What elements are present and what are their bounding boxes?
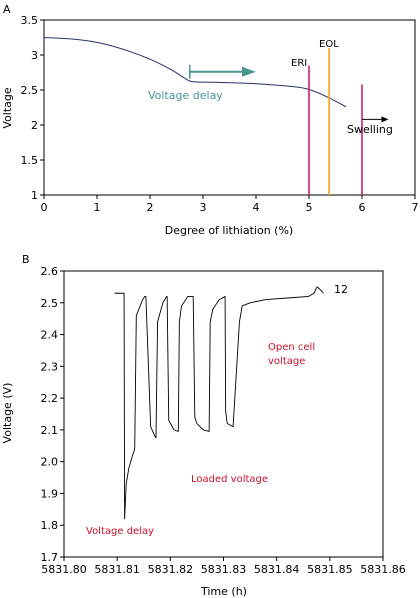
panel-label-a: A [3, 3, 11, 16]
plot-frame [43, 19, 416, 196]
x-tick-label: 5831.80 [41, 563, 87, 576]
x-tick-label: 0 [41, 201, 48, 214]
chart-a-plot [43, 37, 389, 195]
x-tick-label: 5831.82 [148, 563, 194, 576]
eol-label: EOL [319, 39, 339, 50]
voltage-trace [114, 286, 324, 520]
swelling-annotation: Swelling [347, 123, 393, 136]
chart-b-xlabel: Time (h) [200, 585, 247, 598]
swelling-arrowhead [381, 116, 389, 123]
point-label-12: 12 [334, 283, 348, 296]
y-tick-label: 1 [31, 189, 38, 202]
open-cell-voltage-annotation: Open cell voltage [268, 342, 318, 367]
y-tick-label: 2.0 [41, 456, 59, 469]
x-tick-label: 5831.84 [254, 563, 300, 576]
voltage-delay-annotation-b: Voltage delay [86, 526, 154, 537]
y-tick-label: 2.4 [41, 329, 59, 342]
y-tick-label: 1.7 [41, 551, 59, 564]
x-tick-label: 3 [200, 201, 207, 214]
loaded-voltage-annotation: Loaded voltage [191, 474, 268, 485]
x-tick-label: 5831.83 [201, 563, 247, 576]
y-tick-label: 1.5 [21, 154, 39, 167]
plot-frame [63, 270, 384, 558]
y-tick-label: 2.6 [41, 265, 59, 278]
y-tick-label: 1.8 [41, 519, 59, 532]
x-tick-label: 6 [359, 201, 366, 214]
x-tick-label: 1 [94, 201, 101, 214]
x-tick-label: 5831.86 [360, 563, 406, 576]
eri-label: ERI [291, 58, 307, 69]
x-tick-label: 5831.85 [307, 563, 353, 576]
voltage-delay-arrowhead [242, 66, 256, 77]
y-tick-label: 3 [31, 49, 38, 62]
y-tick-label: 2.1 [41, 424, 59, 437]
chart-a-xlabel: Degree of lithiation (%) [165, 224, 293, 237]
chart-b-axes: 5831.80 5831.81 5831.82 5831.83 5831.84 5831.… [41, 265, 406, 576]
panel-label-b: B [22, 253, 30, 266]
y-tick-label: 2 [31, 119, 38, 132]
y-tick-label: 2.5 [41, 297, 59, 310]
chart-a-axes: 0 1 2 3 4 5 6 711.522.533.5 [21, 14, 419, 214]
y-tick-label: 3.5 [21, 14, 39, 27]
x-tick-label: 4 [253, 201, 260, 214]
y-tick-label: 2.5 [21, 84, 39, 97]
chart-b-ylabel: Voltage (V) [1, 383, 14, 444]
x-tick-label: 5 [306, 201, 313, 214]
y-tick-label: 1.9 [41, 487, 59, 500]
voltage-curve [43, 37, 347, 108]
x-tick-label: 5831.81 [94, 563, 140, 576]
x-tick-label: 2 [147, 201, 154, 214]
y-tick-label: 2.3 [41, 360, 59, 373]
chart-b-plot [114, 286, 324, 520]
chart-a-ylabel: Voltage [1, 87, 14, 128]
y-tick-label: 2.2 [41, 392, 59, 405]
voltage-delay-annotation-a: Voltage delay [148, 89, 223, 102]
x-tick-label: 7 [412, 201, 419, 214]
